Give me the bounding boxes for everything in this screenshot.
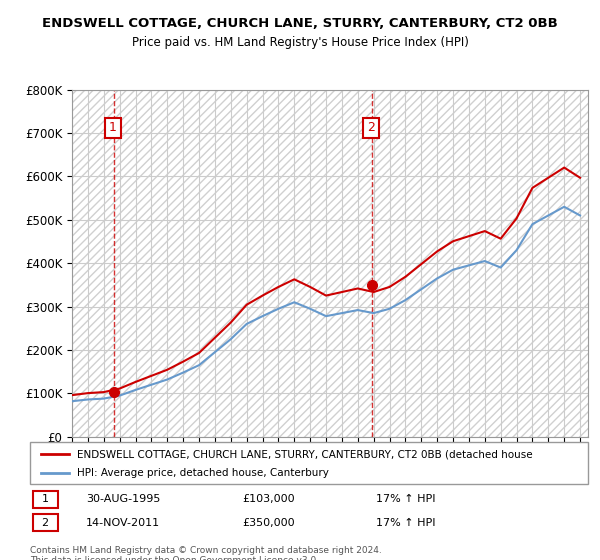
Text: 2: 2 [367,122,375,134]
Text: £350,000: £350,000 [242,518,295,528]
Text: 1: 1 [109,122,117,134]
Text: HPI: Average price, detached house, Canterbury: HPI: Average price, detached house, Cant… [77,468,329,478]
Text: 14-NOV-2011: 14-NOV-2011 [86,518,160,528]
Text: 1: 1 [41,494,49,504]
FancyBboxPatch shape [33,514,58,531]
Text: 17% ↑ HPI: 17% ↑ HPI [376,518,436,528]
Text: ENDSWELL COTTAGE, CHURCH LANE, STURRY, CANTERBURY, CT2 0BB: ENDSWELL COTTAGE, CHURCH LANE, STURRY, C… [42,17,558,30]
Text: 2: 2 [41,518,49,528]
Text: Price paid vs. HM Land Registry's House Price Index (HPI): Price paid vs. HM Land Registry's House … [131,36,469,49]
Text: £103,000: £103,000 [242,494,295,504]
Text: Contains HM Land Registry data © Crown copyright and database right 2024.
This d: Contains HM Land Registry data © Crown c… [30,546,382,560]
FancyBboxPatch shape [33,491,58,508]
Text: 30-AUG-1995: 30-AUG-1995 [86,494,160,504]
Text: ENDSWELL COTTAGE, CHURCH LANE, STURRY, CANTERBURY, CT2 0BB (detached house: ENDSWELL COTTAGE, CHURCH LANE, STURRY, C… [77,449,533,459]
FancyBboxPatch shape [30,442,588,484]
Text: 17% ↑ HPI: 17% ↑ HPI [376,494,436,504]
